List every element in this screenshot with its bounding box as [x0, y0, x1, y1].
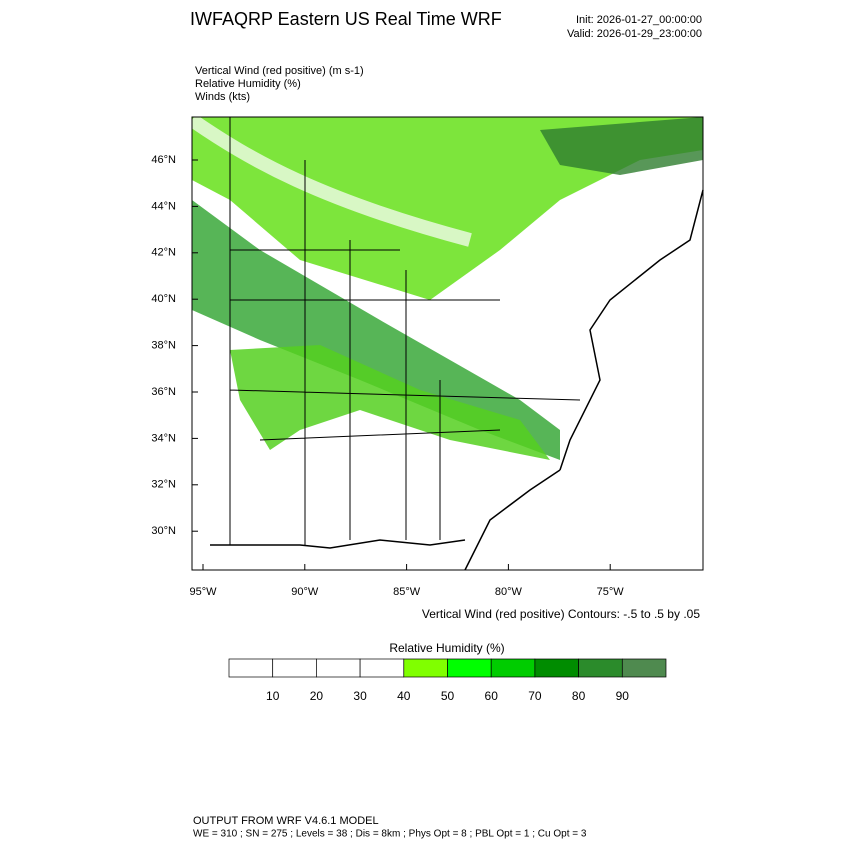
colorbar-label: 50: [441, 689, 455, 703]
colorbar-title: Relative Humidity (%): [389, 641, 504, 655]
colorbar-label: 10: [266, 689, 280, 703]
field-label: Relative Humidity (%): [195, 78, 301, 90]
colorbar-box: [403, 658, 448, 678]
lat-label: 30°N: [151, 525, 176, 537]
map-frame: [191, 116, 704, 571]
field-label: Vertical Wind (red positive) (m s-1): [195, 65, 364, 77]
colorbar-box: [447, 658, 492, 678]
colorbar-box: [228, 658, 274, 678]
colorbar-box: [578, 658, 623, 678]
lon-label: 75°W: [597, 586, 625, 598]
lon-label: 80°W: [495, 586, 523, 598]
colorbar-box: [316, 658, 361, 678]
contour-note: Vertical Wind (red positive) Contours: -…: [422, 607, 700, 621]
lat-label: 34°N: [151, 432, 176, 444]
map: [188, 114, 704, 571]
humidity-band: [540, 117, 703, 175]
colorbar-label: 40: [397, 689, 411, 703]
state-borders: [229, 117, 581, 545]
colorbar-box: [359, 658, 405, 678]
colorbar-box: [621, 658, 667, 678]
lat-label: 44°N: [151, 200, 176, 212]
field-label: Winds (kts): [195, 91, 250, 103]
lat-label: 42°N: [151, 247, 176, 259]
lat-label: 36°N: [151, 386, 176, 398]
colorbar-label: 60: [485, 689, 499, 703]
colorbar-box: [534, 658, 579, 678]
lon-label: 90°W: [291, 586, 319, 598]
lat-label: 32°N: [151, 479, 176, 491]
footer-line: OUTPUT FROM WRF V4.6.1 MODEL: [193, 815, 379, 827]
valid: Valid: 2026-01-29_23:00:00: [567, 28, 702, 40]
coastline: [210, 469, 561, 571]
init: Init: 2026-01-27_00:00:00: [576, 14, 702, 26]
lon-label: 85°W: [393, 586, 421, 598]
lat-label: 40°N: [151, 293, 176, 305]
colorbar-label: 80: [572, 689, 586, 703]
colorbar-box: [490, 658, 536, 678]
coastline: [559, 189, 704, 471]
colorbar-box: [272, 658, 317, 678]
lat-label: 46°N: [151, 154, 176, 166]
colorbar-label: 70: [528, 689, 542, 703]
footer-line: WE = 310 ; SN = 275 ; Levels = 38 ; Dis …: [193, 829, 587, 840]
colorbar-label: 20: [310, 689, 324, 703]
title: IWFAQRP Eastern US Real Time WRF: [190, 9, 502, 29]
lat-label: 38°N: [151, 340, 176, 352]
colorbar-label: 90: [616, 689, 630, 703]
humidity-band: [192, 200, 560, 460]
lon-label: 95°W: [189, 586, 217, 598]
colorbar-label: 30: [353, 689, 367, 703]
dry-band: [188, 114, 472, 247]
